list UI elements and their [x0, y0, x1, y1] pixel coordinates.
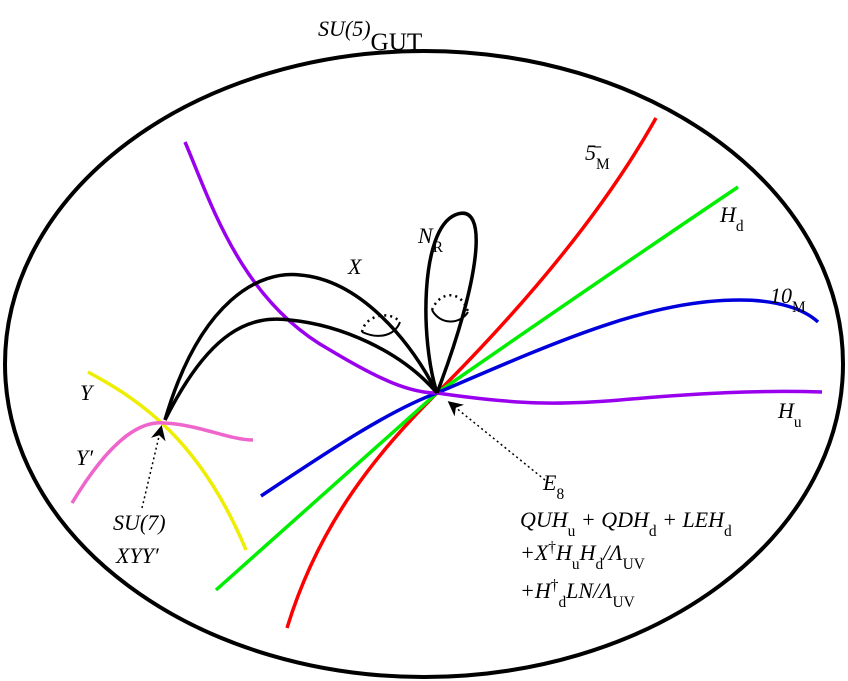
- label-part: SU(7): [113, 510, 166, 535]
- label-part: H: [555, 540, 573, 565]
- label-part: d: [595, 556, 603, 573]
- label-part: /Λ: [601, 540, 623, 565]
- label-part: R: [433, 239, 444, 256]
- label: QUHu + QDHd + LEHd: [520, 507, 732, 540]
- label: +H†dLN/ΛUV: [520, 577, 635, 611]
- label: Hu: [777, 398, 802, 431]
- title-part: SU(5): [318, 16, 371, 41]
- x-arc: [361, 321, 401, 337]
- label-part: d: [649, 523, 657, 540]
- label-part: E: [542, 470, 557, 495]
- label: NR: [417, 223, 444, 256]
- label-part: H: [719, 202, 737, 227]
- label-part: +H: [520, 578, 552, 603]
- blue-curve: [260, 298, 820, 498]
- label-part: Y′: [76, 445, 94, 470]
- label-part: u: [572, 556, 580, 573]
- gut-ellipse: [3, 49, 845, 679]
- label: 5̄M: [585, 140, 610, 173]
- pink-curve: [70, 420, 254, 504]
- label: X: [347, 254, 363, 279]
- label-part: †: [548, 539, 556, 556]
- label-part: †: [551, 577, 559, 594]
- label: E8: [542, 470, 564, 503]
- x-curve-inner: [163, 317, 439, 421]
- label: Y: [80, 380, 95, 405]
- red-curve: [285, 117, 658, 629]
- label-part: H: [777, 398, 795, 423]
- nr-loop: [424, 211, 478, 394]
- label-part: 8: [556, 486, 564, 503]
- label-part: M: [596, 156, 610, 173]
- nr-arc-dotted: [430, 294, 470, 313]
- label-part: + QDH: [575, 507, 650, 532]
- label-part: LN/Λ: [565, 578, 613, 603]
- label: Hd: [719, 202, 744, 235]
- title-part: GUT: [371, 29, 423, 56]
- label-part: H: [579, 540, 597, 565]
- label: 10M: [770, 283, 806, 316]
- label-part: +X: [520, 540, 550, 565]
- label-part: u: [794, 414, 802, 431]
- label-part: UV: [612, 594, 634, 611]
- nr-arc: [431, 309, 469, 323]
- label: Y′: [76, 445, 94, 470]
- label-part: d: [558, 594, 566, 611]
- label-part: XYY′: [115, 543, 160, 568]
- label-part: 10: [770, 283, 792, 308]
- label-part: d: [736, 218, 744, 235]
- e8-arrow: [447, 401, 546, 481]
- label-part: X: [347, 254, 363, 279]
- label-part: N: [417, 223, 434, 248]
- su7-arrow: [141, 425, 166, 509]
- label: SU(7): [113, 510, 166, 535]
- label-part: Y: [80, 380, 95, 405]
- label-part: M: [792, 299, 806, 316]
- label-part: d: [724, 523, 732, 540]
- title: SU(5)GUT: [318, 16, 422, 56]
- label-part: u: [568, 523, 576, 540]
- label-part: + LEH: [657, 507, 726, 532]
- label: +X†HuHd/ΛUV: [520, 539, 645, 573]
- label-part: QUH: [520, 507, 569, 532]
- label: XYY′: [115, 543, 160, 568]
- label-part: UV: [623, 556, 645, 573]
- green-curve: [214, 185, 739, 592]
- x-arc-dotted: [360, 314, 401, 333]
- yellow-curve: [87, 370, 248, 551]
- x-curve-outer: [163, 272, 439, 421]
